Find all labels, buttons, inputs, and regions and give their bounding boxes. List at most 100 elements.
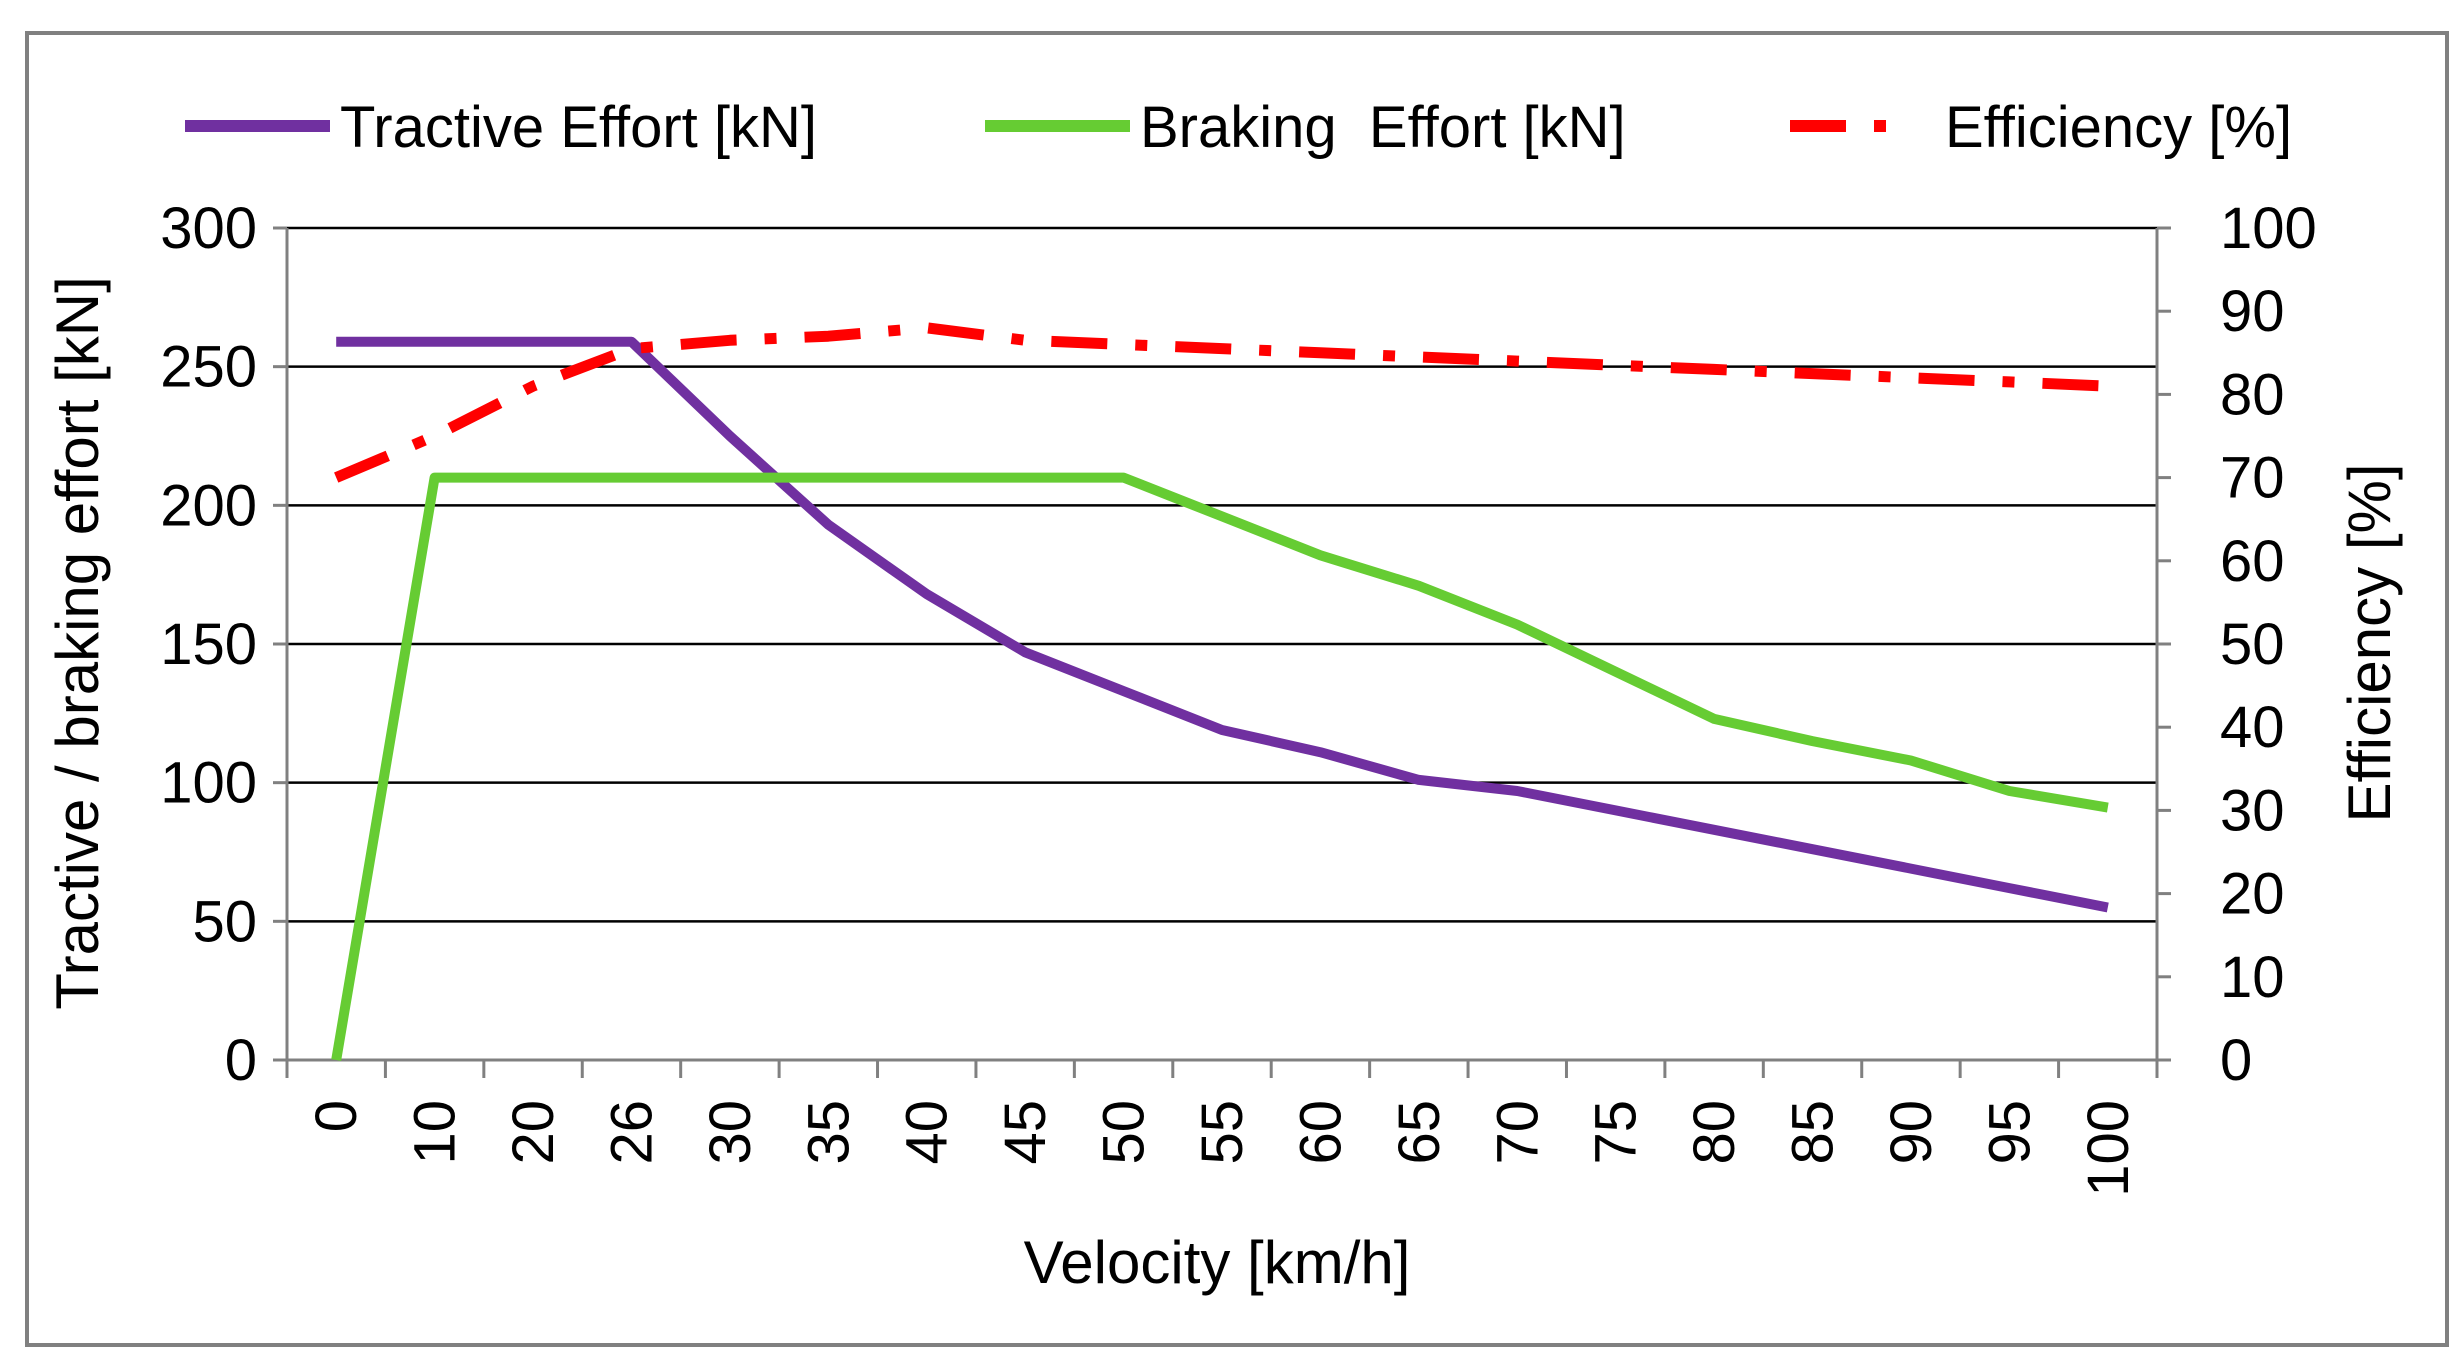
data-point-braking-effort-kn xyxy=(725,473,735,483)
data-point-braking-effort-kn xyxy=(1611,667,1621,677)
axes xyxy=(273,226,2171,1078)
legend: Tractive Effort [kN] Braking Effort [kN]… xyxy=(185,95,2292,160)
data-point-tractive-effort-kn xyxy=(922,589,932,599)
data-point-braking-effort-kn xyxy=(1315,550,1325,560)
data-point-tractive-effort-kn xyxy=(725,431,735,441)
data-point-braking-effort-kn xyxy=(626,473,636,483)
x-tick-label: 10 xyxy=(403,1100,468,1165)
data-point-efficiency xyxy=(1217,344,1227,354)
tick-labels: 0501001502002503000102030405060708090100… xyxy=(160,196,2317,1197)
data-point-efficiency xyxy=(1611,360,1621,370)
data-point-tractive-effort-kn xyxy=(1414,775,1424,785)
data-point-efficiency xyxy=(2004,377,2014,387)
data-point-efficiency xyxy=(2103,381,2113,391)
data-point-tractive-effort-kn xyxy=(1217,725,1227,735)
data-point-braking-effort-kn xyxy=(2004,786,2014,796)
data-point-braking-effort-kn xyxy=(1217,511,1227,521)
legend-label-efficiency: Efficiency [%] xyxy=(1945,95,2292,160)
x-tick-label: 75 xyxy=(1584,1100,1649,1165)
y-tick-label: 200 xyxy=(160,473,257,538)
data-point-braking-effort-kn xyxy=(1020,473,1030,483)
data-point-tractive-effort-kn xyxy=(823,520,833,530)
x-tick-label: 30 xyxy=(698,1100,763,1165)
x-tick-label: 20 xyxy=(501,1100,566,1165)
y2-tick-label: 40 xyxy=(2220,695,2285,760)
data-point-efficiency xyxy=(430,431,440,441)
data-point-tractive-effort-kn xyxy=(528,337,538,347)
x-tick-label: 45 xyxy=(993,1100,1058,1165)
x-tick-label: 40 xyxy=(895,1100,960,1165)
data-point-efficiency xyxy=(528,381,538,391)
y-tick-label: 150 xyxy=(160,612,257,677)
y-tick-label: 250 xyxy=(160,335,257,400)
x-tick-label: 70 xyxy=(1485,1100,1550,1165)
data-point-efficiency xyxy=(1906,373,1916,383)
data-point-braking-effort-kn xyxy=(2103,803,2113,813)
y2-tick-label: 70 xyxy=(2220,446,2285,511)
series xyxy=(331,322,2113,1061)
y2-tick-label: 10 xyxy=(2220,945,2285,1010)
data-point-efficiency xyxy=(922,323,932,333)
x-tick-label: 50 xyxy=(1092,1100,1157,1165)
data-point-braking-effort-kn xyxy=(922,473,932,483)
y-tick-label: 300 xyxy=(160,196,257,261)
x-tick-label: 80 xyxy=(1682,1100,1747,1165)
y2-tick-label: 30 xyxy=(2220,778,2285,843)
data-point-tractive-effort-kn xyxy=(1808,844,1818,854)
y-tick-label: 100 xyxy=(160,751,257,816)
data-point-braking-effort-kn xyxy=(430,473,440,483)
y2-tick-label: 20 xyxy=(2220,862,2285,927)
data-point-tractive-effort-kn xyxy=(1119,686,1129,696)
y2-tick-label: 0 xyxy=(2220,1028,2252,1093)
data-point-tractive-effort-kn xyxy=(1611,805,1621,815)
data-point-efficiency xyxy=(1119,339,1129,349)
chart-border xyxy=(25,31,2449,1347)
x-tick-label: 0 xyxy=(304,1100,369,1132)
data-point-tractive-effort-kn xyxy=(2103,902,2113,912)
data-point-braking-effort-kn xyxy=(823,473,833,483)
data-point-tractive-effort-kn xyxy=(2004,883,2014,893)
y2-tick-label: 80 xyxy=(2220,362,2285,427)
data-point-efficiency xyxy=(331,473,341,483)
legend-label-braking: Braking Effort [kN] xyxy=(1140,95,1626,160)
data-point-efficiency xyxy=(1315,348,1325,358)
x-tick-label: 60 xyxy=(1288,1100,1353,1165)
data-point-efficiency xyxy=(725,335,735,345)
data-point-braking-effort-kn xyxy=(1808,736,1818,746)
series-line-tractive-effort-kn xyxy=(336,336,2109,913)
y-tick-label: 50 xyxy=(192,889,257,954)
series-line-efficiency xyxy=(334,322,2109,483)
data-point-tractive-effort-kn xyxy=(1906,864,1916,874)
data-point-efficiency xyxy=(1512,356,1522,366)
y2-tick-label: 50 xyxy=(2220,612,2285,677)
data-point-efficiency xyxy=(1020,335,1030,345)
x-tick-label: 100 xyxy=(2076,1100,2141,1197)
data-point-tractive-effort-kn xyxy=(1709,825,1719,835)
data-point-braking-effort-kn xyxy=(1119,473,1129,483)
x-tick-label: 26 xyxy=(599,1100,664,1165)
data-point-tractive-effort-kn xyxy=(1315,747,1325,757)
data-point-braking-effort-kn xyxy=(1906,755,1916,765)
y-axis-title: Tractive / braking effort [kN] xyxy=(44,276,111,1010)
x-axis-title: Velocity [km/h] xyxy=(1024,1229,1411,1296)
data-point-tractive-effort-kn xyxy=(1020,647,1030,657)
y2-axis-title: Efficiency [%] xyxy=(2336,463,2403,822)
legend-item-tractive-effort: Tractive Effort [kN] xyxy=(185,95,817,160)
data-point-tractive-effort-kn xyxy=(331,337,341,347)
data-point-efficiency xyxy=(823,331,833,341)
y-tick-label: 0 xyxy=(225,1028,257,1093)
y2-tick-label: 60 xyxy=(2220,529,2285,594)
x-tick-label: 95 xyxy=(1977,1100,2042,1165)
x-tick-label: 85 xyxy=(1781,1100,1846,1165)
data-point-efficiency xyxy=(1808,369,1818,379)
data-point-tractive-effort-kn xyxy=(430,337,440,347)
data-point-braking-effort-kn xyxy=(1709,714,1719,724)
y2-tick-label: 100 xyxy=(2220,196,2317,261)
data-point-tractive-effort-kn xyxy=(1512,786,1522,796)
legend-label-tractive: Tractive Effort [kN] xyxy=(340,95,817,160)
x-tick-label: 65 xyxy=(1387,1100,1452,1165)
data-point-braking-effort-kn xyxy=(1414,581,1424,591)
legend-item-braking-effort: Braking Effort [kN] xyxy=(985,95,1626,160)
